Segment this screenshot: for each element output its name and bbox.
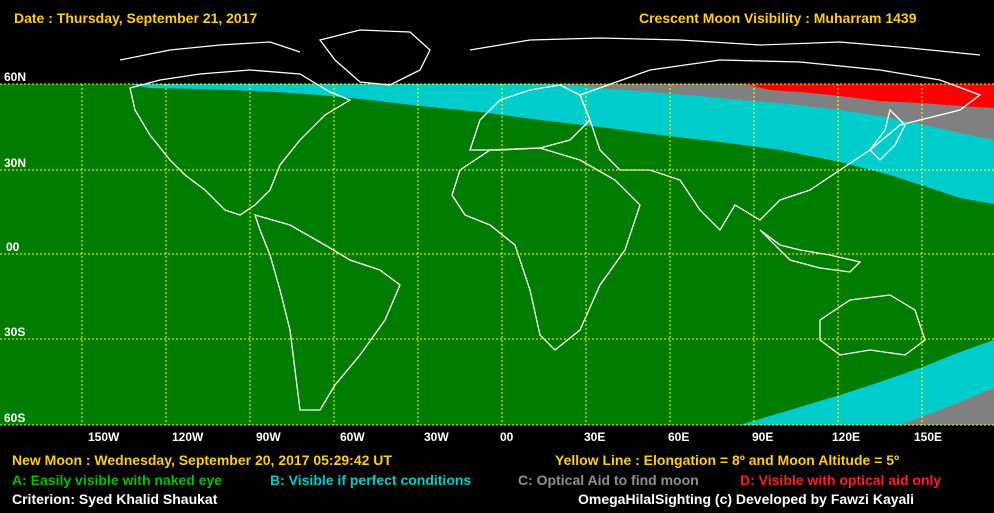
lon-label-90e: 90E	[752, 430, 774, 444]
lon-label-150w: 150W	[88, 430, 120, 444]
arctic-coast	[119, 37, 981, 61]
grid-lines	[0, 83, 994, 426]
lon-label-30w: 30W	[424, 430, 449, 444]
lon-label-60e: 60E	[668, 430, 690, 444]
new-moon-info: New Moon : Wednesday, September 20, 2017…	[12, 452, 392, 468]
criterion: Criterion: Syed Khalid Shaukat	[12, 491, 218, 507]
lat-label-60s: 60S	[4, 411, 26, 425]
lon-label-60w: 60W	[340, 430, 365, 444]
lat-label-60n: 60N	[4, 70, 27, 84]
zone-c-south	[900, 388, 994, 425]
lon-label-00: 00	[500, 430, 514, 444]
lon-label-120w: 120W	[172, 430, 204, 444]
credit: OmegaHilalSighting (c) Developed by Fawz…	[578, 491, 915, 507]
lat-label-00: 00	[6, 240, 20, 254]
legend-a: A: Easily visible with naked eye	[12, 472, 223, 488]
lon-label-30e: 30E	[584, 430, 606, 444]
lat-label-30s: 30S	[4, 325, 26, 339]
legend-c: C: Optical Aid to find moon	[518, 472, 699, 488]
visibility-title: Crescent Moon Visibility : Muharram 1439	[639, 10, 917, 26]
legend-d: D: Visible with optical aid only	[740, 472, 942, 488]
lat-label-30n: 30N	[4, 156, 27, 170]
zone-d-north	[745, 84, 994, 108]
zone-b-south	[740, 340, 994, 425]
lon-label-90w: 90W	[256, 430, 281, 444]
yellow-line-info: Yellow Line : Elongation = 8º and Moon A…	[555, 452, 900, 468]
legend-b: B: Visible if perfect conditions	[270, 472, 472, 488]
zone-b-north	[130, 84, 994, 204]
lon-label-120e: 120E	[832, 430, 861, 444]
lon-label-150e: 150E	[914, 430, 943, 444]
date-title: Date : Thursday, September 21, 2017	[14, 10, 258, 26]
